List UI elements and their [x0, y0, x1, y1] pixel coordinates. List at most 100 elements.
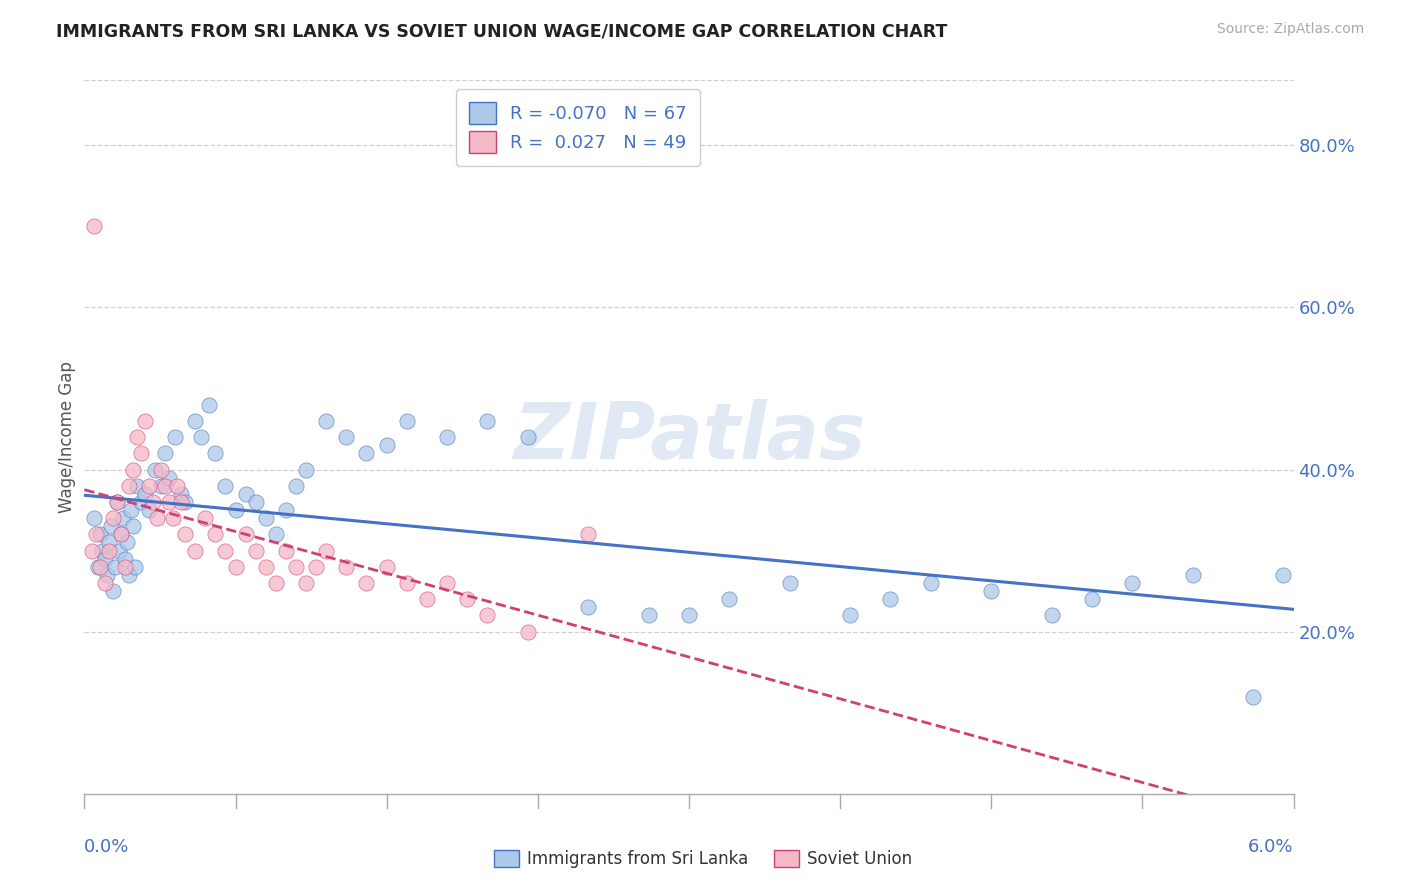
Point	[125, 430, 148, 444]
Y-axis label: Wage/Income Gap: Wage/Income Gap	[58, 361, 76, 513]
Point	[516, 624, 538, 639]
Point	[295, 462, 318, 476]
Point	[110, 527, 132, 541]
Point	[245, 543, 267, 558]
Point	[285, 559, 308, 574]
Point	[124, 559, 146, 574]
Point	[149, 462, 172, 476]
Point	[214, 479, 236, 493]
Point	[779, 576, 801, 591]
Point	[839, 608, 862, 623]
Point	[204, 446, 226, 460]
Point	[162, 511, 184, 525]
Point	[356, 576, 378, 591]
Point	[204, 527, 226, 541]
Point	[718, 592, 741, 607]
Point	[143, 462, 166, 476]
Point	[89, 527, 111, 541]
Point	[97, 543, 120, 558]
Point	[142, 495, 165, 509]
Point	[335, 559, 357, 574]
Point	[114, 559, 136, 574]
Point	[1081, 592, 1104, 607]
Point	[477, 414, 499, 428]
Point	[91, 543, 114, 558]
Point	[82, 543, 104, 558]
Point	[121, 462, 143, 476]
Point	[134, 487, 156, 501]
Point	[118, 568, 141, 582]
Point	[96, 568, 118, 582]
Point	[129, 446, 152, 460]
Point	[170, 495, 193, 509]
Point	[198, 398, 221, 412]
Point	[637, 608, 659, 623]
Point	[89, 559, 111, 574]
Point	[105, 495, 128, 509]
Point	[335, 430, 357, 444]
Point	[295, 576, 318, 591]
Point	[416, 592, 439, 607]
Point	[83, 511, 105, 525]
Legend: R = -0.070   N = 67, R =  0.027   N = 49: R = -0.070 N = 67, R = 0.027 N = 49	[456, 89, 700, 166]
Point	[395, 414, 418, 428]
Point	[184, 414, 207, 428]
Point	[245, 495, 267, 509]
Point	[315, 414, 337, 428]
Point	[166, 479, 188, 493]
Point	[97, 535, 120, 549]
Point	[138, 503, 160, 517]
Point	[274, 503, 297, 517]
Point	[101, 511, 124, 525]
Point	[305, 559, 328, 574]
Point	[105, 495, 128, 509]
Point	[86, 527, 108, 541]
Point	[174, 527, 197, 541]
Point	[165, 430, 187, 444]
Point	[375, 559, 398, 574]
Point	[225, 559, 247, 574]
Text: 0.0%: 0.0%	[84, 838, 129, 856]
Point	[120, 503, 142, 517]
Point	[285, 479, 308, 493]
Point	[107, 543, 129, 558]
Point	[264, 576, 287, 591]
Point	[1040, 608, 1063, 623]
Point	[118, 479, 141, 493]
Point	[375, 438, 398, 452]
Point	[83, 219, 105, 234]
Point	[138, 479, 160, 493]
Point	[1181, 568, 1204, 582]
Point	[93, 576, 115, 591]
Point	[134, 414, 156, 428]
Point	[153, 446, 176, 460]
Point	[576, 600, 599, 615]
Point	[104, 559, 127, 574]
Point	[436, 576, 458, 591]
Point	[100, 519, 122, 533]
Point	[87, 559, 110, 574]
Point	[274, 543, 297, 558]
Point	[190, 430, 212, 444]
Point	[214, 543, 236, 558]
Point	[174, 495, 197, 509]
Point	[395, 576, 418, 591]
Point	[1121, 576, 1143, 591]
Point	[111, 511, 134, 525]
Point	[254, 511, 277, 525]
Point	[157, 495, 180, 509]
Point	[125, 479, 148, 493]
Point	[149, 479, 172, 493]
Text: 6.0%: 6.0%	[1249, 838, 1294, 856]
Point	[114, 551, 136, 566]
Point	[477, 608, 499, 623]
Point	[225, 503, 247, 517]
Point	[1241, 690, 1264, 704]
Point	[93, 551, 115, 566]
Point	[170, 487, 193, 501]
Point	[315, 543, 337, 558]
Point	[879, 592, 901, 607]
Text: IMMIGRANTS FROM SRI LANKA VS SOVIET UNION WAGE/INCOME GAP CORRELATION CHART: IMMIGRANTS FROM SRI LANKA VS SOVIET UNIO…	[56, 22, 948, 40]
Point	[194, 511, 217, 525]
Point	[264, 527, 287, 541]
